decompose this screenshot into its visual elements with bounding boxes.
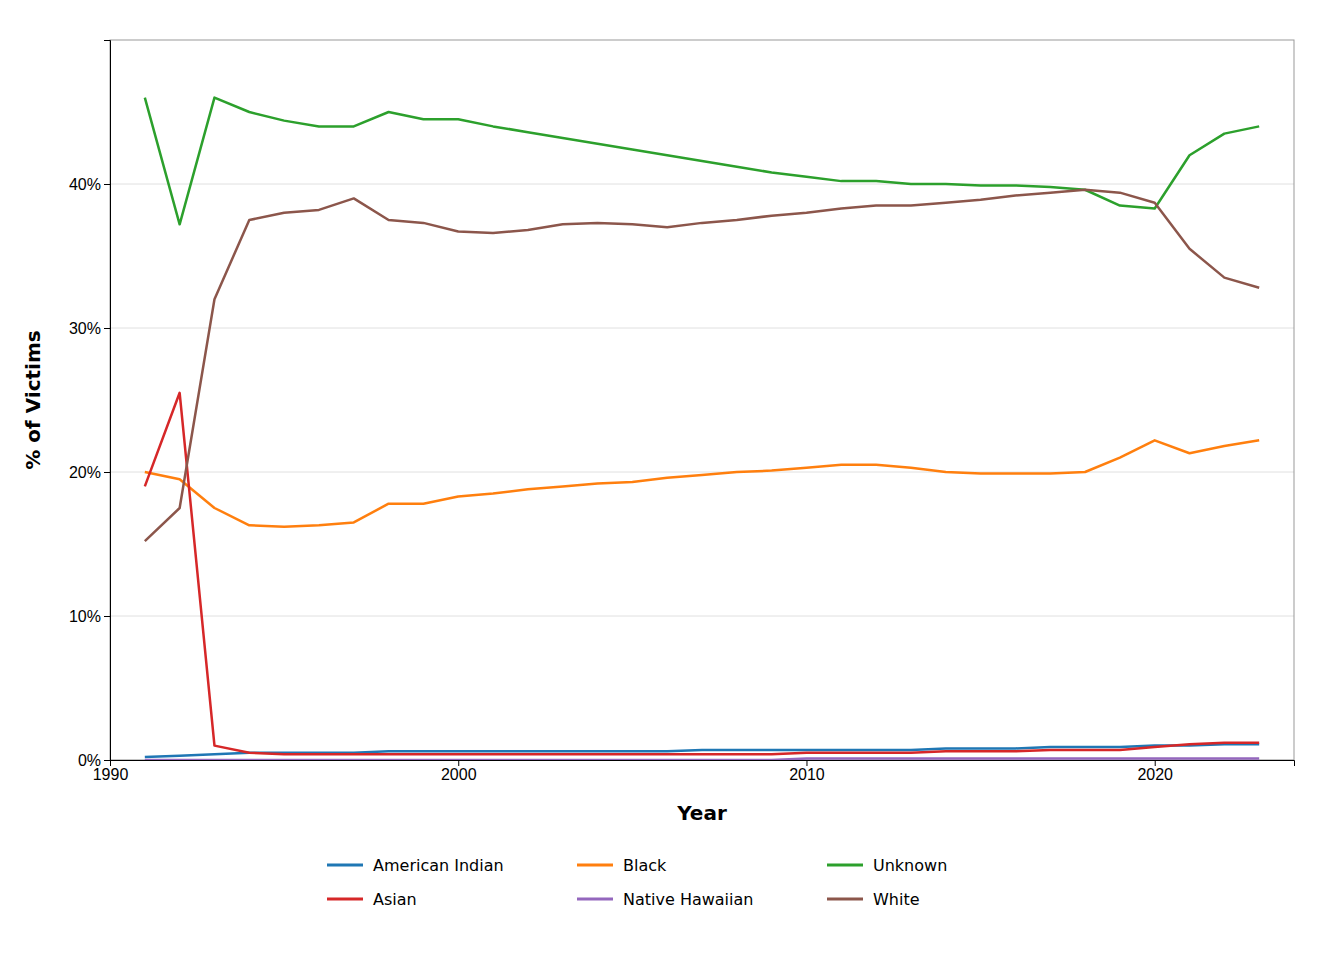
grid-line	[110, 184, 1294, 185]
x-axis-title: Year	[676, 801, 727, 825]
chart: 1990 2000 2010 2020 0% 10% 20% 30% 40% Year % of V…	[0, 0, 1344, 960]
plot-frame	[110, 40, 1294, 760]
tick: 40%	[69, 176, 110, 193]
tick: 10%	[69, 608, 110, 625]
legend-label: Unknown	[873, 856, 947, 875]
legend-item: White	[827, 890, 920, 909]
legend: American Indian Black Unknown Asian Native H…	[327, 856, 947, 909]
legend-swatch	[827, 898, 863, 901]
legend-label: American Indian	[373, 856, 504, 875]
tick-label: 30%	[69, 320, 101, 337]
grid-line	[110, 328, 1294, 329]
y-axis: 0% 10% 20% 30% 40%	[69, 41, 111, 769]
axis-line	[111, 761, 1295, 767]
legend-swatch	[327, 864, 363, 867]
tick-label: 2010	[789, 766, 825, 783]
grid-line	[110, 616, 1294, 617]
tick: 2000	[441, 760, 477, 783]
legend-item: Native Hawaiian	[577, 890, 753, 909]
tick: 20%	[69, 464, 110, 481]
tick: 2010	[789, 760, 825, 783]
tick-mark	[104, 184, 110, 185]
axis-line	[104, 41, 111, 761]
tick-mark	[104, 472, 110, 473]
legend-swatch	[577, 864, 613, 867]
series-line	[145, 393, 1259, 754]
legend-label: White	[873, 890, 920, 909]
legend-item: Asian	[327, 890, 417, 909]
plot: 1990 2000 2010 2020 0% 10% 20% 30% 40%	[69, 40, 1295, 783]
tick: 30%	[69, 320, 110, 337]
tick-mark	[104, 760, 110, 761]
series-line	[145, 759, 1259, 760]
legend-item: American Indian	[327, 856, 504, 875]
legend-swatch	[327, 898, 363, 901]
series-line	[145, 190, 1259, 541]
series-line	[145, 98, 1259, 225]
tick-label: 40%	[69, 176, 101, 193]
tick-label: 0%	[78, 752, 101, 769]
tick: 2020	[1137, 760, 1173, 783]
tick-mark	[458, 760, 459, 766]
tick-label: 1990	[93, 766, 129, 783]
grid-line	[110, 472, 1294, 473]
x-axis: 1990 2000 2010 2020	[93, 760, 1295, 783]
lines	[145, 98, 1259, 760]
legend-item: Black	[577, 856, 667, 875]
legend-swatch	[827, 864, 863, 867]
y-axis-title: % of Victims	[21, 330, 45, 469]
tick-label: 10%	[69, 608, 101, 625]
legend-swatch	[577, 898, 613, 901]
tick-label: 2000	[441, 766, 477, 783]
tick: 0%	[78, 752, 110, 769]
tick-label: 2020	[1137, 766, 1173, 783]
tick-mark	[104, 616, 110, 617]
legend-label: Native Hawaiian	[623, 890, 753, 909]
legend-item: Unknown	[827, 856, 947, 875]
tick-mark	[1155, 760, 1156, 766]
legend-label: Black	[623, 856, 667, 875]
tick-label: 20%	[69, 464, 101, 481]
tick-mark	[104, 328, 110, 329]
legend-label: Asian	[373, 890, 417, 909]
series-line	[145, 440, 1259, 526]
tick-mark	[806, 760, 807, 766]
grid	[110, 184, 1294, 760]
